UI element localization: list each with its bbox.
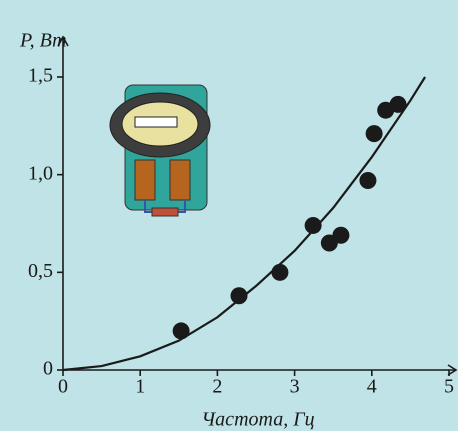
data-point (172, 322, 190, 340)
x-tick-label: 0 (58, 376, 68, 398)
data-point (230, 287, 248, 305)
x-tick-label: 1 (135, 376, 145, 398)
y-axis-label: P, Вт (19, 30, 67, 52)
x-tick-label: 5 (444, 376, 454, 398)
data-point (389, 95, 407, 113)
y-tick-label: 0,5 (28, 260, 53, 282)
y-tick-label: 0 (43, 358, 53, 380)
y-tick-label: 1,0 (28, 162, 53, 184)
x-tick-label: 2 (212, 376, 222, 398)
x-tick-label: 4 (367, 376, 377, 398)
x-arrow (447, 364, 458, 376)
x-axis-label: Частота, Гц (201, 409, 314, 431)
data-point (332, 226, 350, 244)
y-tick-label: 1,5 (28, 65, 53, 87)
data-point (365, 125, 383, 143)
fit-curve (62, 76, 427, 372)
x-tick-label: 3 (290, 376, 300, 398)
data-point (271, 263, 289, 281)
data-point (304, 216, 322, 234)
data-point (359, 172, 377, 190)
y-arrow (57, 35, 69, 47)
meter-illustration (109, 84, 211, 217)
